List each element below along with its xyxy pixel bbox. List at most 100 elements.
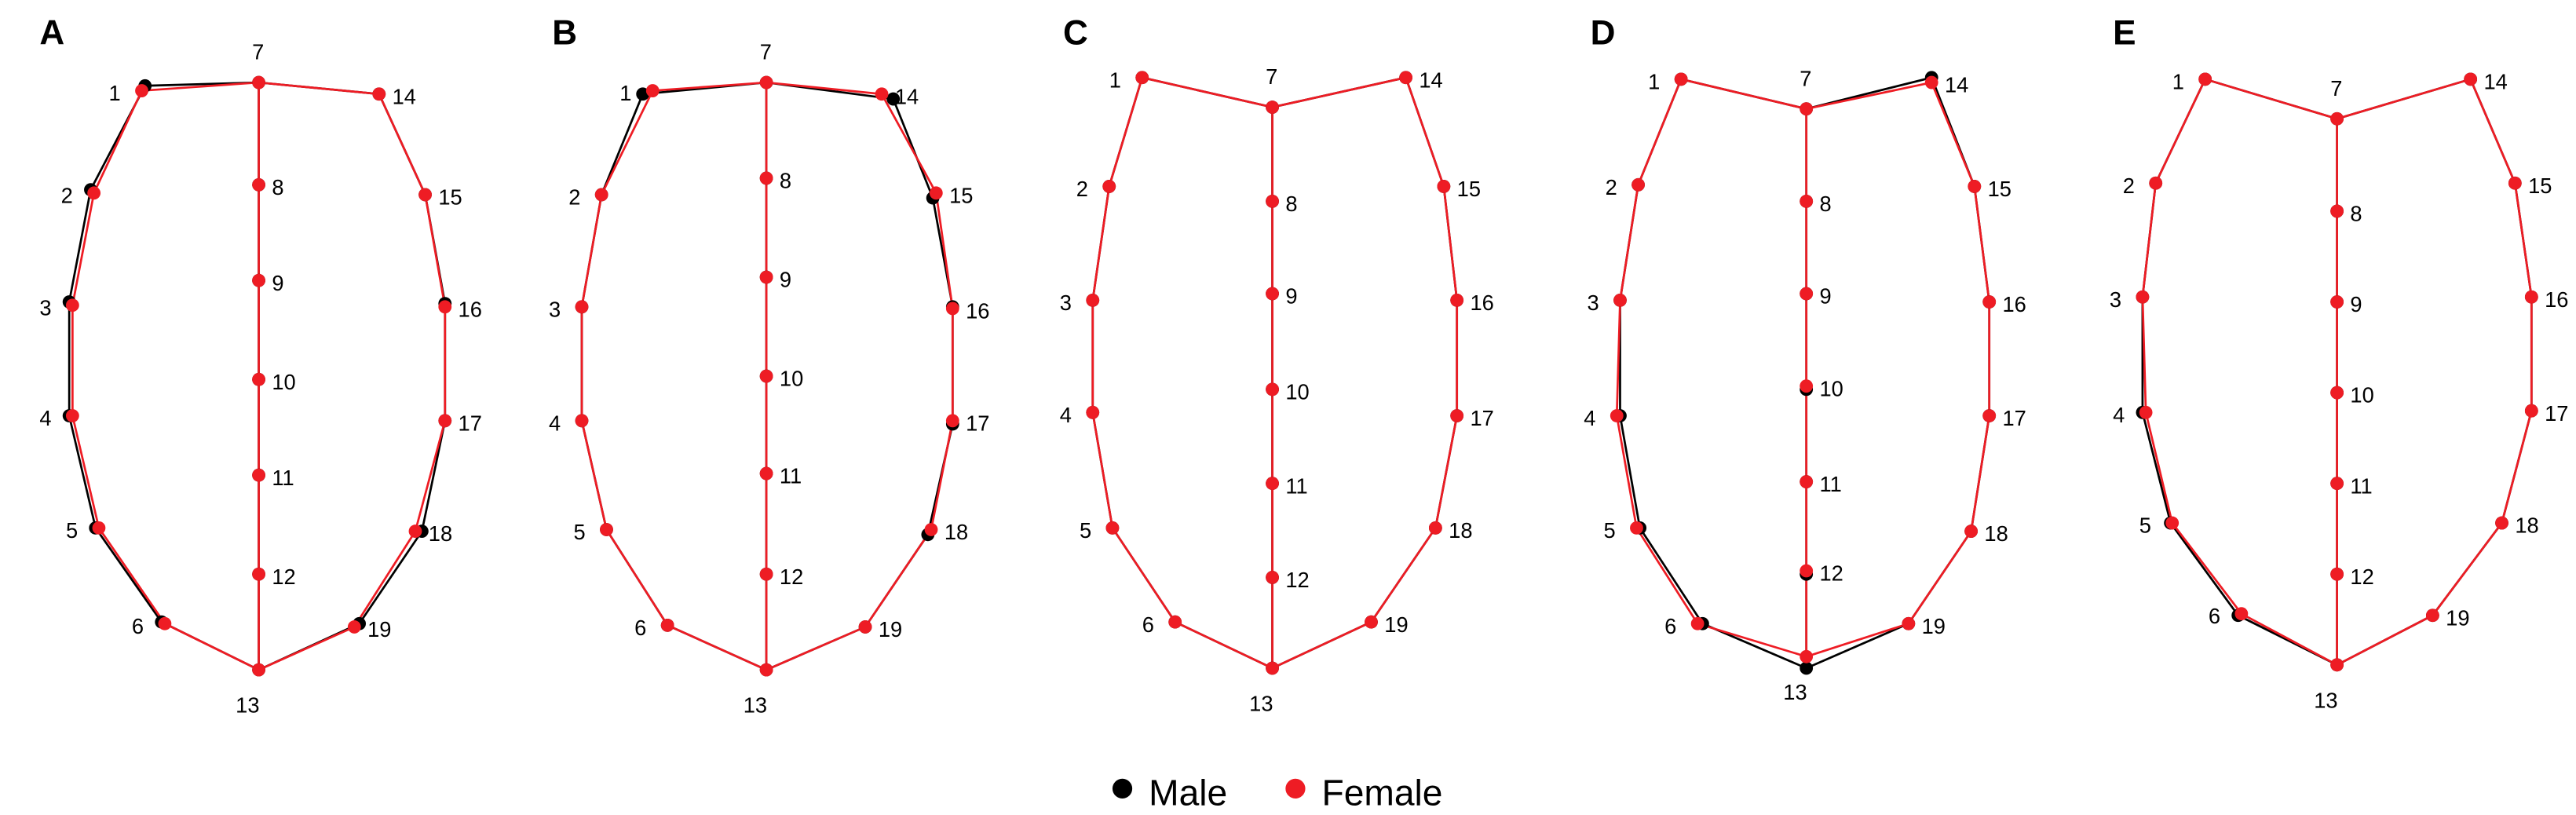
female-landmark-6 — [2234, 607, 2249, 621]
landmark-label-11: 11 — [780, 464, 802, 488]
landmark-label-8: 8 — [780, 169, 791, 193]
female-landmark-13 — [1266, 661, 1279, 675]
landmark-label-5: 5 — [2139, 513, 2151, 538]
legend-male-marker — [1112, 778, 1133, 799]
female-landmark-19 — [1902, 616, 1916, 630]
landmark-label-2: 2 — [1076, 177, 1088, 201]
female-landmark-6 — [660, 618, 674, 632]
landmark-label-8: 8 — [1819, 192, 1831, 216]
female-landmark-4 — [575, 414, 589, 428]
legend: Male Female — [1112, 772, 1442, 813]
landmark-label-16: 16 — [2545, 287, 2568, 312]
landmark-label-13: 13 — [744, 693, 767, 718]
landmark-label-1: 1 — [2172, 69, 2184, 93]
female-landmark-19 — [347, 620, 361, 634]
female-landmark-14 — [1399, 71, 1412, 85]
landmark-label-5: 5 — [1603, 518, 1615, 543]
female-landmark-15 — [418, 188, 432, 202]
female-landmark-10 — [2330, 386, 2344, 400]
female-landmark-10 — [1266, 382, 1279, 397]
landmark-label-18: 18 — [1449, 518, 1472, 543]
female-landmark-11 — [1800, 475, 1814, 488]
female-landmark-2 — [1102, 180, 1116, 193]
female-landmark-13 — [759, 663, 773, 677]
female-landmark-10 — [252, 372, 265, 386]
landmark-label-5: 5 — [574, 520, 586, 544]
landmark-label-2: 2 — [1606, 175, 1617, 199]
female-landmark-8 — [1266, 194, 1279, 208]
panel-label-e: E — [2113, 14, 2136, 53]
female-landmark-3 — [65, 298, 79, 312]
female-landmark-12 — [2330, 567, 2344, 581]
female-landmark-15 — [1437, 180, 1451, 193]
female-landmark-15 — [1968, 180, 1982, 193]
landmark-label-7: 7 — [252, 40, 264, 64]
female-landmark-14 — [2464, 72, 2478, 86]
female-landmark-16 — [1982, 295, 1997, 309]
female-landmark-1 — [645, 84, 660, 97]
female-landmark-3 — [1086, 294, 1100, 307]
female-landmark-17 — [1982, 409, 1997, 422]
landmark-label-14: 14 — [2483, 69, 2507, 93]
female-landmark-7 — [759, 75, 773, 90]
landmark-label-7: 7 — [760, 40, 772, 64]
landmark-label-15: 15 — [1988, 177, 2011, 201]
female-landmark-7 — [2330, 111, 2344, 126]
female-landmark-2 — [1631, 177, 1645, 192]
landmark-label-15: 15 — [1457, 177, 1481, 201]
female-landmark-11 — [2330, 477, 2344, 491]
landmark-label-19: 19 — [2446, 605, 2469, 630]
female-landmark-7 — [1800, 102, 1814, 116]
panels-layer: A12345678910111213141516171819B123456789… — [39, 14, 2568, 718]
landmark-label-6: 6 — [2209, 604, 2220, 628]
landmark-label-17: 17 — [459, 411, 482, 435]
landmark-label-13: 13 — [236, 693, 259, 718]
landmark-label-11: 11 — [272, 466, 294, 490]
landmark-label-15: 15 — [2528, 174, 2552, 198]
landmark-label-14: 14 — [895, 84, 919, 108]
landmark-label-12: 12 — [780, 565, 803, 589]
female-landmark-7 — [1266, 101, 1279, 114]
female-landmark-17 — [2524, 404, 2538, 418]
landmark-label-11: 11 — [2350, 473, 2372, 498]
female-landmark-7 — [252, 75, 265, 90]
landmark-label-8: 8 — [272, 175, 283, 199]
female-landmark-10 — [759, 369, 773, 383]
female-landmark-4 — [2139, 405, 2153, 419]
panel-label-d: D — [1591, 14, 1616, 53]
landmark-label-1: 1 — [1648, 69, 1660, 93]
female-landmark-6 — [1168, 615, 1182, 629]
female-landmark-5 — [2165, 516, 2180, 530]
landmark-label-3: 3 — [549, 297, 561, 321]
female-landmark-11 — [1266, 477, 1279, 491]
female-landmark-9 — [759, 270, 773, 284]
female-landmark-15 — [2508, 176, 2522, 190]
female-landmark-18 — [2495, 516, 2508, 530]
landmark-label-8: 8 — [2350, 202, 2362, 226]
landmark-label-1: 1 — [1109, 68, 1121, 92]
female-landmark-18 — [1428, 521, 1442, 535]
female-landmark-12 — [759, 567, 773, 581]
female-landmark-13 — [252, 663, 265, 677]
landmark-label-3: 3 — [1060, 291, 1072, 315]
landmark-label-6: 6 — [634, 616, 646, 640]
landmark-label-13: 13 — [1249, 692, 1273, 716]
landmark-label-19: 19 — [879, 617, 902, 641]
landmark-label-12: 12 — [1285, 568, 1309, 592]
landmark-label-12: 12 — [1819, 561, 1843, 586]
female-landmark-19 — [858, 620, 872, 634]
female-landmark-2 — [594, 188, 608, 202]
landmark-label-6: 6 — [1142, 612, 1154, 637]
female-landmark-13 — [2330, 658, 2344, 672]
female-landmark-9 — [1266, 287, 1279, 301]
female-landmark-9 — [1800, 287, 1814, 301]
landmark-label-2: 2 — [2123, 174, 2135, 198]
landmark-label-18: 18 — [1984, 521, 2008, 546]
panel-label-b: B — [552, 14, 577, 53]
legend-female-marker — [1285, 778, 1306, 799]
landmark-label-1: 1 — [109, 81, 121, 105]
female-landmark-8 — [759, 171, 773, 185]
female-landmark-4 — [65, 409, 79, 422]
